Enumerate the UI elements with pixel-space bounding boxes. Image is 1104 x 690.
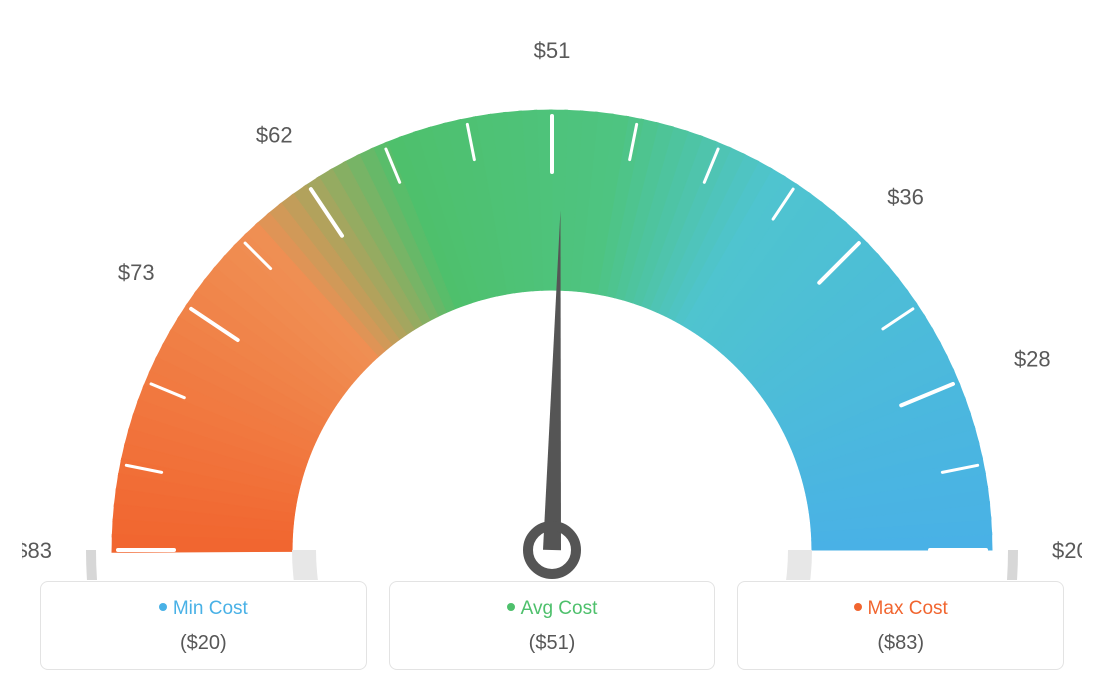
legend-min-label: Min Cost (173, 598, 248, 619)
svg-text:$51: $51 (534, 38, 571, 63)
svg-text:$83: $83 (22, 538, 52, 563)
svg-text:$20: $20 (1052, 538, 1082, 563)
dot-icon (854, 603, 862, 611)
legend-row: Min Cost ($20) Avg Cost ($51) Max Cost (… (40, 581, 1064, 670)
svg-text:$36: $36 (887, 184, 924, 209)
dot-icon (159, 603, 167, 611)
legend-card-max: Max Cost ($83) (737, 581, 1064, 670)
legend-avg-label: Avg Cost (521, 598, 598, 619)
svg-text:$62: $62 (256, 122, 293, 147)
legend-avg-title: Avg Cost (400, 598, 705, 620)
svg-text:$73: $73 (118, 260, 155, 285)
legend-avg-value: ($51) (400, 632, 705, 655)
legend-max-value: ($83) (748, 632, 1053, 655)
legend-min-title: Min Cost (51, 598, 356, 620)
legend-card-avg: Avg Cost ($51) (389, 581, 716, 670)
cost-gauge-container: $20 $28 $36 $51 $62 $73 $83 Min Cost ($20) Avg… (0, 0, 1104, 690)
svg-text:$28: $28 (1014, 347, 1051, 372)
legend-min-value: ($20) (51, 632, 356, 655)
dot-icon (507, 603, 515, 611)
legend-max-label: Max Cost (868, 598, 948, 619)
legend-card-min: Min Cost ($20) (40, 581, 367, 670)
gauge-chart: $20 $28 $36 $51 $62 $73 $83 (22, 20, 1082, 580)
legend-max-title: Max Cost (748, 598, 1053, 620)
